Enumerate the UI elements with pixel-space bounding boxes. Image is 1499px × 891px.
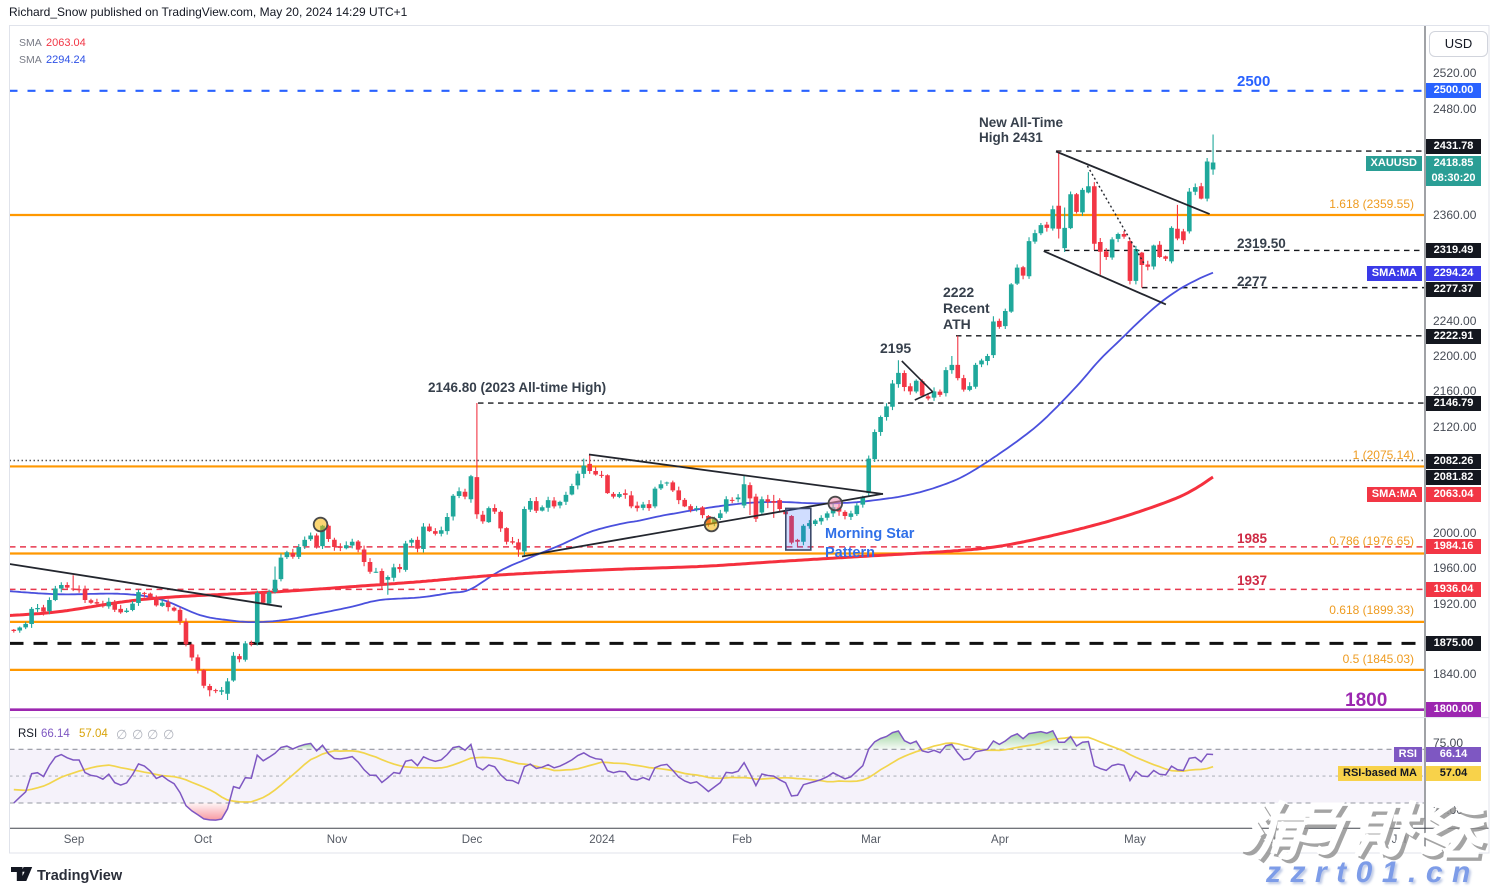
svg-text:TradingView: TradingView bbox=[37, 868, 123, 884]
